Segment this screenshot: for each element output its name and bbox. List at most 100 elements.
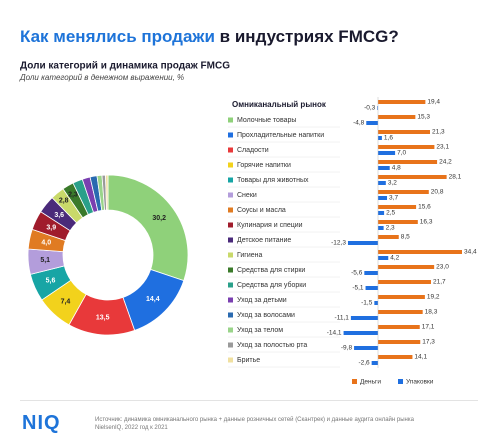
bar — [378, 220, 418, 224]
slice-label: 2,8 — [59, 198, 69, 205]
chart-subtitle: Доли категорий в денежном выражении, % — [19, 73, 184, 82]
legend-swatch — [228, 327, 233, 333]
bar-value-label: -11,1 — [335, 315, 350, 322]
bar — [378, 136, 382, 140]
title-rest: в индустриях FMCG? — [219, 27, 399, 46]
legend-swatch — [228, 162, 233, 168]
legend-label: Уход за волосами — [237, 312, 295, 319]
bar — [378, 226, 384, 230]
slice-label: 5,6 — [46, 278, 56, 285]
bar-value-label: 8,5 — [401, 234, 410, 241]
bar — [364, 271, 378, 275]
legend-label: Деньги — [360, 379, 381, 386]
bar — [366, 121, 378, 125]
bar-value-label: 15,3 — [417, 114, 430, 121]
legend-swatch — [228, 237, 233, 243]
bar — [378, 151, 396, 155]
bar — [378, 166, 390, 170]
legend-label: Уход за телом — [237, 327, 283, 334]
bar-value-label: 7,0 — [397, 150, 406, 157]
slice-label: 5,1 — [40, 257, 50, 264]
legend-label: Средства для уборки — [237, 281, 306, 289]
bar — [378, 265, 435, 269]
bar-value-label: 23,1 — [436, 144, 449, 151]
bar-value-label: -12,3 — [331, 240, 346, 247]
title-highlight: Как менялись продажи — [20, 27, 215, 46]
legend-label: Бритье — [237, 357, 260, 364]
bar — [378, 310, 423, 314]
bar-value-label: -0,3 — [364, 105, 376, 112]
legend-swatch — [228, 297, 233, 303]
bar-value-label: 17,1 — [422, 324, 435, 331]
legend-swatch — [228, 177, 233, 183]
bar — [378, 325, 420, 329]
bar — [350, 316, 378, 320]
bar — [378, 196, 388, 200]
slice-label: 4,0 — [41, 239, 51, 246]
slice-label: 14,4 — [146, 296, 160, 303]
legend-swatch — [228, 132, 233, 138]
bar-value-label: -2,6 — [358, 360, 370, 367]
legend-swatch — [228, 117, 233, 123]
bar-value-label: 17,3 — [422, 339, 435, 346]
slice-label: 3,9 — [46, 224, 56, 231]
bar — [378, 190, 429, 194]
bar-value-label: 18,3 — [425, 309, 438, 316]
legend-label: Уход за полостью рта — [237, 342, 307, 349]
legend-label: Кулинария и специи — [237, 222, 303, 229]
bar — [378, 355, 413, 359]
bar — [378, 280, 431, 284]
bar-value-label: 3,7 — [389, 195, 398, 202]
bar — [354, 346, 378, 350]
bar — [343, 331, 378, 335]
legend-swatch — [228, 222, 233, 228]
bar — [378, 256, 389, 260]
legend-label: Снеки — [237, 192, 257, 199]
bar-value-label: 20,8 — [431, 189, 444, 196]
legend-label: Гигиена — [237, 252, 263, 259]
bar — [378, 145, 435, 149]
bar-value-label: 2,3 — [386, 225, 395, 232]
donut-slice — [107, 174, 189, 282]
bar — [378, 250, 462, 254]
legend-label: Уход за детьми — [237, 297, 287, 304]
legend-label: Детское питание — [237, 237, 291, 244]
slice-label: 3,6 — [54, 212, 64, 219]
bar-value-label: 14,1 — [414, 354, 427, 361]
chart-title: Доли категорий и динамика продаж FMCG — [20, 61, 230, 72]
legend-swatch — [352, 379, 357, 384]
legend-swatch — [228, 312, 233, 318]
bar-value-label: -9,8 — [341, 345, 353, 352]
legend-swatch — [398, 379, 403, 384]
legend-label: Товары для животных — [237, 177, 309, 184]
bar-value-label: -4,8 — [353, 120, 365, 127]
bar — [378, 100, 426, 104]
bar — [377, 106, 378, 110]
bar-value-label: 24,2 — [439, 159, 452, 166]
legend-swatch — [228, 192, 233, 198]
bar-value-label: -5,6 — [351, 270, 363, 277]
legend-label: Сладости — [237, 147, 269, 154]
donut-slice — [105, 174, 109, 211]
bar-value-label: 21,7 — [433, 279, 446, 286]
bar-value-label: 1,6 — [384, 135, 393, 142]
legend-label: Средства для стирки — [237, 267, 305, 274]
legend-label: Молочные товары — [237, 117, 296, 124]
bar-value-label: -5,1 — [352, 285, 364, 292]
bar-value-label: 15,6 — [418, 204, 431, 211]
legend-swatch — [228, 267, 233, 273]
logo: NIQ — [22, 412, 61, 434]
bar-value-label: 21,3 — [432, 129, 445, 136]
bar — [378, 295, 425, 299]
bar-value-label: 3,2 — [388, 180, 397, 187]
bar — [378, 175, 447, 179]
legend-swatch — [228, 252, 233, 258]
footer-divider — [20, 400, 478, 401]
bar-value-label: 16,3 — [420, 219, 433, 226]
bar-value-label: 28,1 — [449, 174, 462, 181]
slide-title: Как менялись продажи в индустриях FMCG? — [20, 27, 399, 47]
legend-label: Прохладительные напитки — [237, 132, 324, 139]
bar-value-label: 19,2 — [427, 294, 440, 301]
bar — [378, 235, 399, 239]
